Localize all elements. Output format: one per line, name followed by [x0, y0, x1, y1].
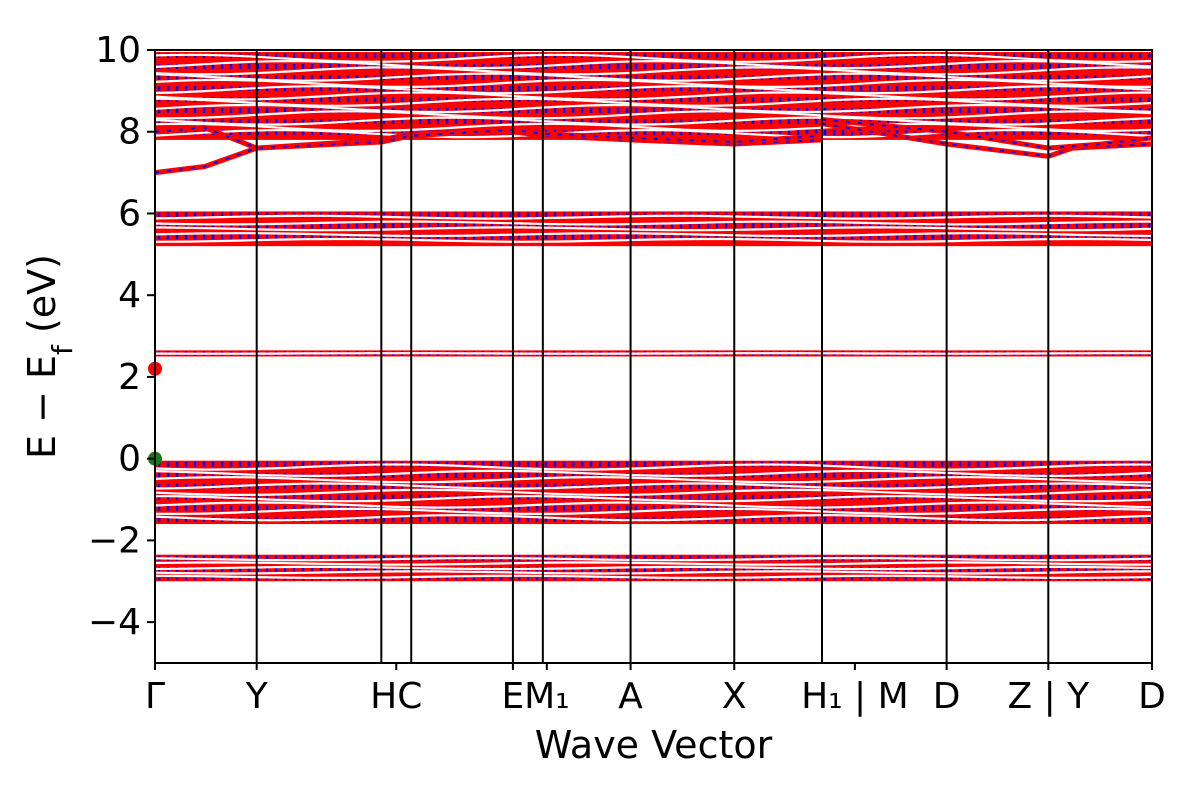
band-gap-line — [154, 232, 1153, 238]
band-gap-line — [154, 482, 1153, 490]
kpoint-label: Γ — [145, 676, 165, 717]
kpoint-label: D — [933, 676, 961, 717]
kpoint-lines — [255, 50, 1050, 663]
band-gap-line — [154, 469, 1153, 478]
band-gap-line — [154, 116, 1153, 126]
band-gap-line — [154, 72, 1153, 82]
kpoint-label: Z | Y — [1007, 676, 1090, 717]
band-gap-line — [154, 53, 1153, 63]
kpoint-label: Y — [245, 676, 269, 717]
band-gap-line — [154, 565, 1153, 571]
band-gap-line — [155, 110, 1153, 120]
bands-layer — [154, 52, 1153, 582]
band-gap-line — [154, 488, 1153, 496]
band-gap-line — [154, 237, 1153, 243]
band-gap-line — [154, 97, 1153, 107]
band-gap-line — [155, 352, 1152, 355]
y-axis-label: E − Ef (eV) — [20, 254, 79, 459]
y-tick-label: 8 — [118, 112, 141, 153]
y-axis-label-main: E − E — [20, 355, 64, 459]
y-tick-label: 2 — [118, 357, 141, 398]
y-tick-label: 6 — [118, 193, 141, 234]
band-gap-line — [154, 91, 1153, 101]
band-gap-line — [154, 557, 1153, 562]
y-axis-label-sub: f — [46, 344, 79, 355]
kpoint-label: M₁ — [524, 676, 570, 717]
valence-band-lower — [154, 554, 1153, 582]
valence-band-upper-fill — [155, 460, 1152, 525]
band-gap-line — [154, 570, 1153, 575]
band-gap-line — [154, 220, 1152, 226]
kpoint-label: H₁ | M — [801, 676, 909, 717]
band-gap-line — [154, 476, 1152, 484]
band-gap-line — [154, 463, 1153, 471]
kpoint-label: A — [618, 676, 643, 717]
conduction-band-upper — [154, 52, 1153, 140]
x-axis-label: Wave Vector — [535, 723, 773, 767]
y-tick-label: 10 — [95, 30, 141, 71]
y-tick-label: −2 — [88, 520, 141, 561]
flat-band — [155, 350, 1152, 357]
kpoint-label: D — [1138, 676, 1166, 717]
band-gap-line — [154, 66, 1153, 76]
band-gap-line — [155, 495, 1153, 503]
valence-band-upper — [154, 460, 1153, 525]
conduction-band-middle — [154, 211, 1153, 247]
kpoint-label: HC — [370, 676, 422, 717]
band-gap-line — [154, 507, 1153, 516]
y-tick-label: −4 — [88, 602, 141, 643]
band-gap-line — [154, 574, 1153, 579]
plot-frame — [154, 49, 1153, 664]
kpoint-labels: Γ Y HC E M₁ A X H₁ | M D Z | Y D — [145, 663, 1166, 717]
band-gap-line — [154, 122, 1153, 133]
band-line — [154, 125, 823, 151]
band-gap-line — [154, 561, 1152, 566]
band-gap-line — [154, 514, 1153, 522]
band-gap-line — [154, 226, 1153, 232]
kpoint-label: X — [722, 676, 747, 717]
y-tick-label: 0 — [118, 439, 141, 480]
band-gap-line — [154, 501, 1153, 509]
y-tick-label: 4 — [118, 275, 141, 316]
y-ticks: 10 8 6 4 2 0 −2 −4 — [88, 30, 155, 643]
y-axis-label-tail: (eV) — [20, 254, 64, 345]
kpoint-label: E — [502, 676, 525, 717]
band-gap-line — [154, 85, 1153, 95]
band-gap-line — [154, 214, 1153, 220]
